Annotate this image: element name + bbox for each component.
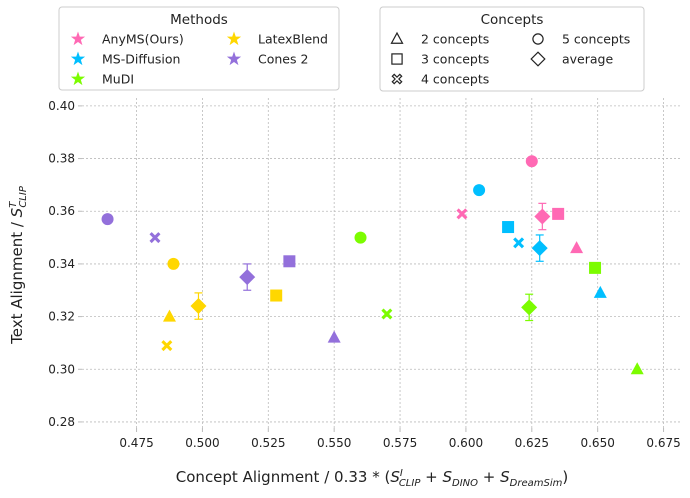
circle-marker [101, 213, 114, 226]
triangle-marker [327, 330, 341, 343]
square-marker [589, 261, 602, 274]
star-icon [70, 71, 86, 86]
legend-entry: Cones 2 [226, 51, 308, 67]
legend-label: 2 concepts [421, 32, 489, 47]
legend-entry: 2 concepts [390, 31, 489, 47]
diamond-marker [530, 51, 546, 67]
legend-entry: AnyMS(Ours) [70, 31, 184, 47]
x-tick-label: 0.625 [515, 436, 549, 450]
star-icon [226, 51, 242, 66]
legend-label: 3 concepts [421, 52, 489, 67]
x-tick-label: 0.550 [317, 436, 351, 450]
y-tick-label: 0.32 [48, 310, 75, 324]
triangle-marker [390, 31, 404, 44]
data-points [101, 155, 644, 375]
x-tick-label: 0.650 [580, 436, 614, 450]
legend-label: MS-Diffusion [102, 52, 180, 67]
legend-methods: Methods AnyMS(Ours) MS-Diffusion MuDI Latex… [58, 6, 340, 91]
y-tick-label: 0.28 [48, 415, 75, 429]
x-tick-label: 0.600 [449, 436, 483, 450]
diamond-marker [239, 269, 256, 286]
legend-label: 5 concepts [562, 32, 630, 47]
legend-entry: LatexBlend [226, 31, 328, 47]
x-marker [161, 340, 173, 352]
y-tick-label: 0.34 [48, 257, 75, 271]
x-tick-label: 0.500 [185, 436, 219, 450]
legend-title: Concepts [481, 12, 544, 28]
circle-marker [532, 33, 544, 45]
diamond-marker [534, 208, 551, 225]
y-tick-label: 0.30 [48, 362, 75, 376]
legend-label: AnyMS(Ours) [102, 32, 184, 47]
legend-entry: MuDI [70, 71, 134, 87]
legend-entry: MS-Diffusion [70, 51, 180, 67]
legend-label: 4 concepts [421, 72, 489, 87]
circle-marker [473, 184, 486, 197]
square-marker [283, 255, 296, 268]
x-tick-label: 0.475 [119, 436, 153, 450]
x-marker [391, 73, 403, 85]
x-marker [381, 308, 393, 320]
diamond-marker [531, 240, 548, 257]
legend-label: Cones 2 [258, 52, 308, 67]
legend-entry: average [530, 51, 613, 67]
x-marker [513, 237, 525, 249]
star-icon [226, 31, 242, 46]
triangle-marker [630, 362, 644, 375]
square-marker [552, 207, 565, 220]
x-marker [456, 208, 468, 220]
legend-concepts: Concepts 2 concepts 3 concepts 4 concepts 5… [379, 6, 645, 92]
x-tick-label: 0.575 [383, 436, 417, 450]
triangle-marker [162, 309, 176, 322]
circle-marker [525, 155, 538, 168]
triangle-marker [593, 285, 607, 298]
legend-label: average [562, 52, 613, 67]
y-tick-label: 0.36 [48, 204, 75, 218]
legend-label: MuDI [102, 72, 134, 87]
triangle-marker [570, 241, 584, 254]
x-tick-label: 0.525 [251, 436, 285, 450]
circle-marker [167, 257, 180, 270]
square-marker [270, 289, 283, 302]
star-icon [70, 31, 86, 46]
legend-entry: 4 concepts [391, 72, 489, 87]
legend-title: Methods [170, 12, 228, 28]
y-tick-label: 0.38 [48, 152, 75, 166]
diamond-marker [190, 298, 207, 315]
y-axis-label: Text Alignment / STCLIP [8, 185, 29, 345]
y-tick-label: 0.40 [48, 99, 75, 113]
star-icon [70, 51, 86, 66]
x-marker [149, 232, 161, 244]
x-tick-label: 0.675 [646, 436, 680, 450]
square-marker [391, 53, 403, 65]
legend-label: LatexBlend [258, 32, 328, 47]
axis-ticks: 0.475 0.500 0.525 0.550 0.575 0.600 0.625 0.650… [48, 99, 680, 450]
circle-marker [354, 231, 367, 244]
legend-entry: 5 concepts [532, 32, 630, 47]
square-marker [502, 221, 515, 234]
x-axis-label: Concept Alignment / 0.33 * (SI CLIP + SDI… [176, 468, 568, 489]
diamond-marker [521, 299, 538, 316]
legend-entry: 3 concepts [391, 52, 489, 67]
